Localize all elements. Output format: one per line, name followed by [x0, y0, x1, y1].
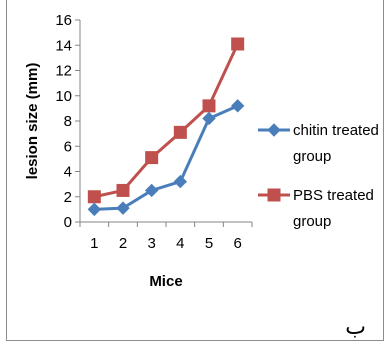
x-tick-label: 4 — [176, 235, 184, 252]
data-point — [202, 111, 216, 126]
series-lines — [87, 37, 245, 217]
legend-marker — [267, 188, 281, 202]
data-point — [87, 190, 101, 204]
data-point — [145, 151, 159, 165]
chart-frame — [6, 0, 384, 341]
x-tick-label: 3 — [147, 235, 155, 252]
legend-item: chitin treated group — [258, 122, 379, 165]
y-tick-label: 6 — [64, 138, 72, 155]
y-tick-label: 4 — [64, 164, 72, 181]
x-tick-label: 1 — [90, 235, 98, 252]
y-tick-label: 10 — [55, 88, 72, 105]
y-tick-label: 0 — [64, 214, 72, 231]
y-tick-label: 16 — [55, 12, 72, 29]
y-tick-label: 14 — [55, 37, 72, 54]
data-point — [173, 125, 187, 139]
data-point — [202, 99, 216, 113]
series-line — [94, 104, 239, 211]
series-square — [87, 37, 245, 204]
legend-label: chitin treated — [293, 122, 379, 139]
y-tick-label: 8 — [64, 113, 72, 130]
chart-legend: chitin treated group PBS treated group — [258, 122, 379, 230]
series-diamond — [87, 99, 245, 217]
legend-label: group — [293, 148, 331, 165]
legend-label: group — [293, 213, 331, 230]
y-axis-title: lesion size (mm) — [24, 63, 41, 180]
data-point — [116, 201, 130, 215]
legend-label: PBS treated — [293, 187, 374, 204]
x-tick-label: 6 — [233, 235, 241, 252]
data-point — [144, 183, 159, 198]
x-tick-label: 2 — [119, 235, 127, 252]
legend-item: PBS treated group — [258, 187, 374, 230]
data-point — [231, 37, 245, 51]
legend-marker — [267, 123, 281, 137]
data-point — [230, 99, 245, 113]
corner-letter: ب — [345, 315, 366, 340]
x-tick-label: 5 — [205, 235, 213, 252]
data-point — [173, 174, 188, 189]
x-axis-title: Mice — [149, 273, 182, 290]
y-tick-label: 12 — [55, 63, 72, 80]
data-point — [116, 183, 130, 197]
data-point — [87, 202, 102, 217]
series-line — [94, 43, 240, 199]
y-tick-label: 2 — [64, 189, 72, 206]
